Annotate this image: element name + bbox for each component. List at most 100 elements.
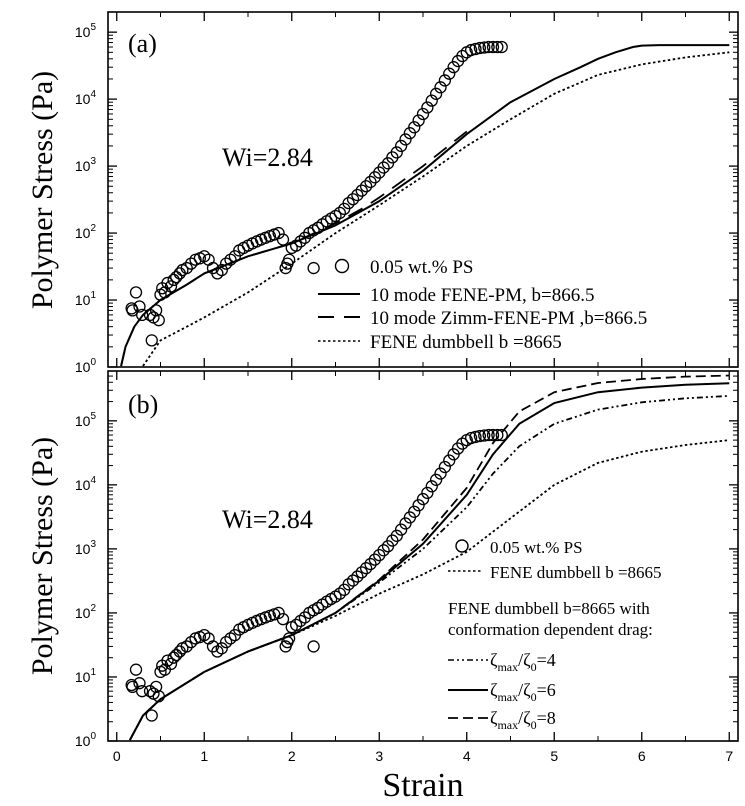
data-point (272, 226, 285, 240)
data-point (129, 286, 143, 299)
series-line-3 (129, 382, 730, 741)
y-tick-label: 101 (75, 290, 97, 308)
data-point (359, 562, 373, 575)
y-axis-label-a: Polymer Stress (Pa) (26, 71, 59, 309)
data-point (416, 107, 430, 121)
data-point (198, 250, 211, 263)
series-line-1 (120, 44, 730, 367)
data-point (425, 480, 438, 493)
data-point (443, 454, 456, 467)
x-tick-label: 4 (463, 748, 471, 764)
data-point (167, 273, 180, 287)
data-point (129, 663, 143, 676)
data-point (355, 566, 368, 579)
data-point (342, 578, 355, 591)
data-point (394, 523, 408, 536)
y-tick-label: 102 (75, 603, 97, 621)
data-point (346, 193, 360, 206)
data-point (161, 654, 174, 667)
y-tick-label: 104 (75, 89, 97, 107)
data-point (145, 334, 158, 347)
data-point (377, 161, 390, 174)
data-point (447, 61, 460, 74)
data-point (170, 648, 183, 662)
data-point (394, 139, 408, 153)
panel-a-label: (a) (128, 29, 157, 58)
data-point (412, 499, 425, 512)
legend-marker-open-circle (455, 539, 469, 553)
legend-label-ps: 0.05 wt.% PS (370, 257, 473, 278)
data-point (399, 133, 412, 146)
y-tick-label: 101 (75, 667, 97, 685)
data-point (149, 680, 163, 694)
data-point (491, 428, 504, 442)
series-markers-ps (125, 40, 508, 347)
data-point (135, 685, 149, 698)
data-point (351, 188, 364, 202)
data-point (307, 261, 320, 275)
data-point (145, 709, 158, 722)
panel-b-frame (107, 370, 739, 742)
data-point (473, 41, 487, 55)
data-point (298, 611, 312, 624)
data-point (390, 146, 403, 159)
data-point (180, 261, 193, 275)
data-point (164, 657, 178, 671)
panel-a-ticks: 100 101 102 103 104 105 (75, 11, 738, 375)
data-point (180, 640, 193, 653)
data-point (342, 196, 355, 210)
data-point (219, 635, 233, 649)
y-tick-label: 104 (75, 475, 97, 493)
data-point (368, 553, 382, 566)
data-point (294, 614, 307, 628)
data-point (307, 640, 320, 653)
data-point (364, 175, 377, 189)
data-point (473, 429, 487, 443)
legend-label-dumbbell: FENE dumbbell b =8665 (490, 563, 662, 582)
y-tick-label: 105 (75, 22, 97, 40)
data-point (351, 570, 364, 583)
data-point (161, 276, 174, 290)
data-point (167, 651, 180, 664)
data-point (421, 486, 434, 500)
panel-b-wi-annotation: Wi=2.84 (222, 505, 313, 534)
data-point (279, 261, 292, 275)
data-point (478, 41, 491, 54)
legend-note-line1: FENE dumbbell b=8665 with (448, 599, 650, 618)
data-point (272, 606, 285, 620)
data-point (184, 257, 198, 270)
data-point (298, 231, 312, 244)
data-point (279, 640, 292, 653)
legend-label-zeta4: ζmax/ζ0=4 (490, 650, 556, 674)
legend-note-line2: conformation dependent drag: (448, 620, 653, 639)
data-point (224, 253, 237, 266)
legend-marker-open-circle (334, 258, 350, 274)
data-point (438, 460, 452, 474)
data-point (164, 280, 178, 293)
series-line-4 (129, 374, 730, 741)
data-point (464, 431, 478, 445)
x-tick-label: 1 (200, 748, 208, 764)
data-point (486, 428, 500, 442)
data-point (482, 428, 495, 442)
panel-a-series (120, 40, 730, 367)
x-tick-label: 2 (288, 748, 296, 764)
data-point (368, 171, 382, 184)
panel-b-series (125, 374, 730, 741)
data-point (373, 548, 386, 562)
legend-label-fene-pm: 10 mode FENE-PM, b=866.5 (370, 285, 594, 306)
data-point (135, 308, 149, 322)
data-point (364, 557, 377, 571)
panel-a-wi-annotation: Wi=2.84 (222, 143, 313, 172)
data-point (421, 101, 434, 114)
data-point (412, 114, 425, 127)
legend-label-zeta6: ζmax/ζ0=6 (490, 680, 556, 704)
data-point (311, 601, 325, 615)
data-point (482, 40, 495, 54)
y-tick-label: 105 (75, 411, 97, 429)
data-point (469, 430, 482, 444)
data-point (434, 81, 447, 94)
panel-b: 100 101 102 103 104 105 (b) Wi=2.84 0.05 wt.%… (75, 370, 739, 749)
legend-label-zeta8: ζmax/ζ0=8 (490, 708, 556, 732)
x-tick-label: 0 (113, 748, 121, 764)
